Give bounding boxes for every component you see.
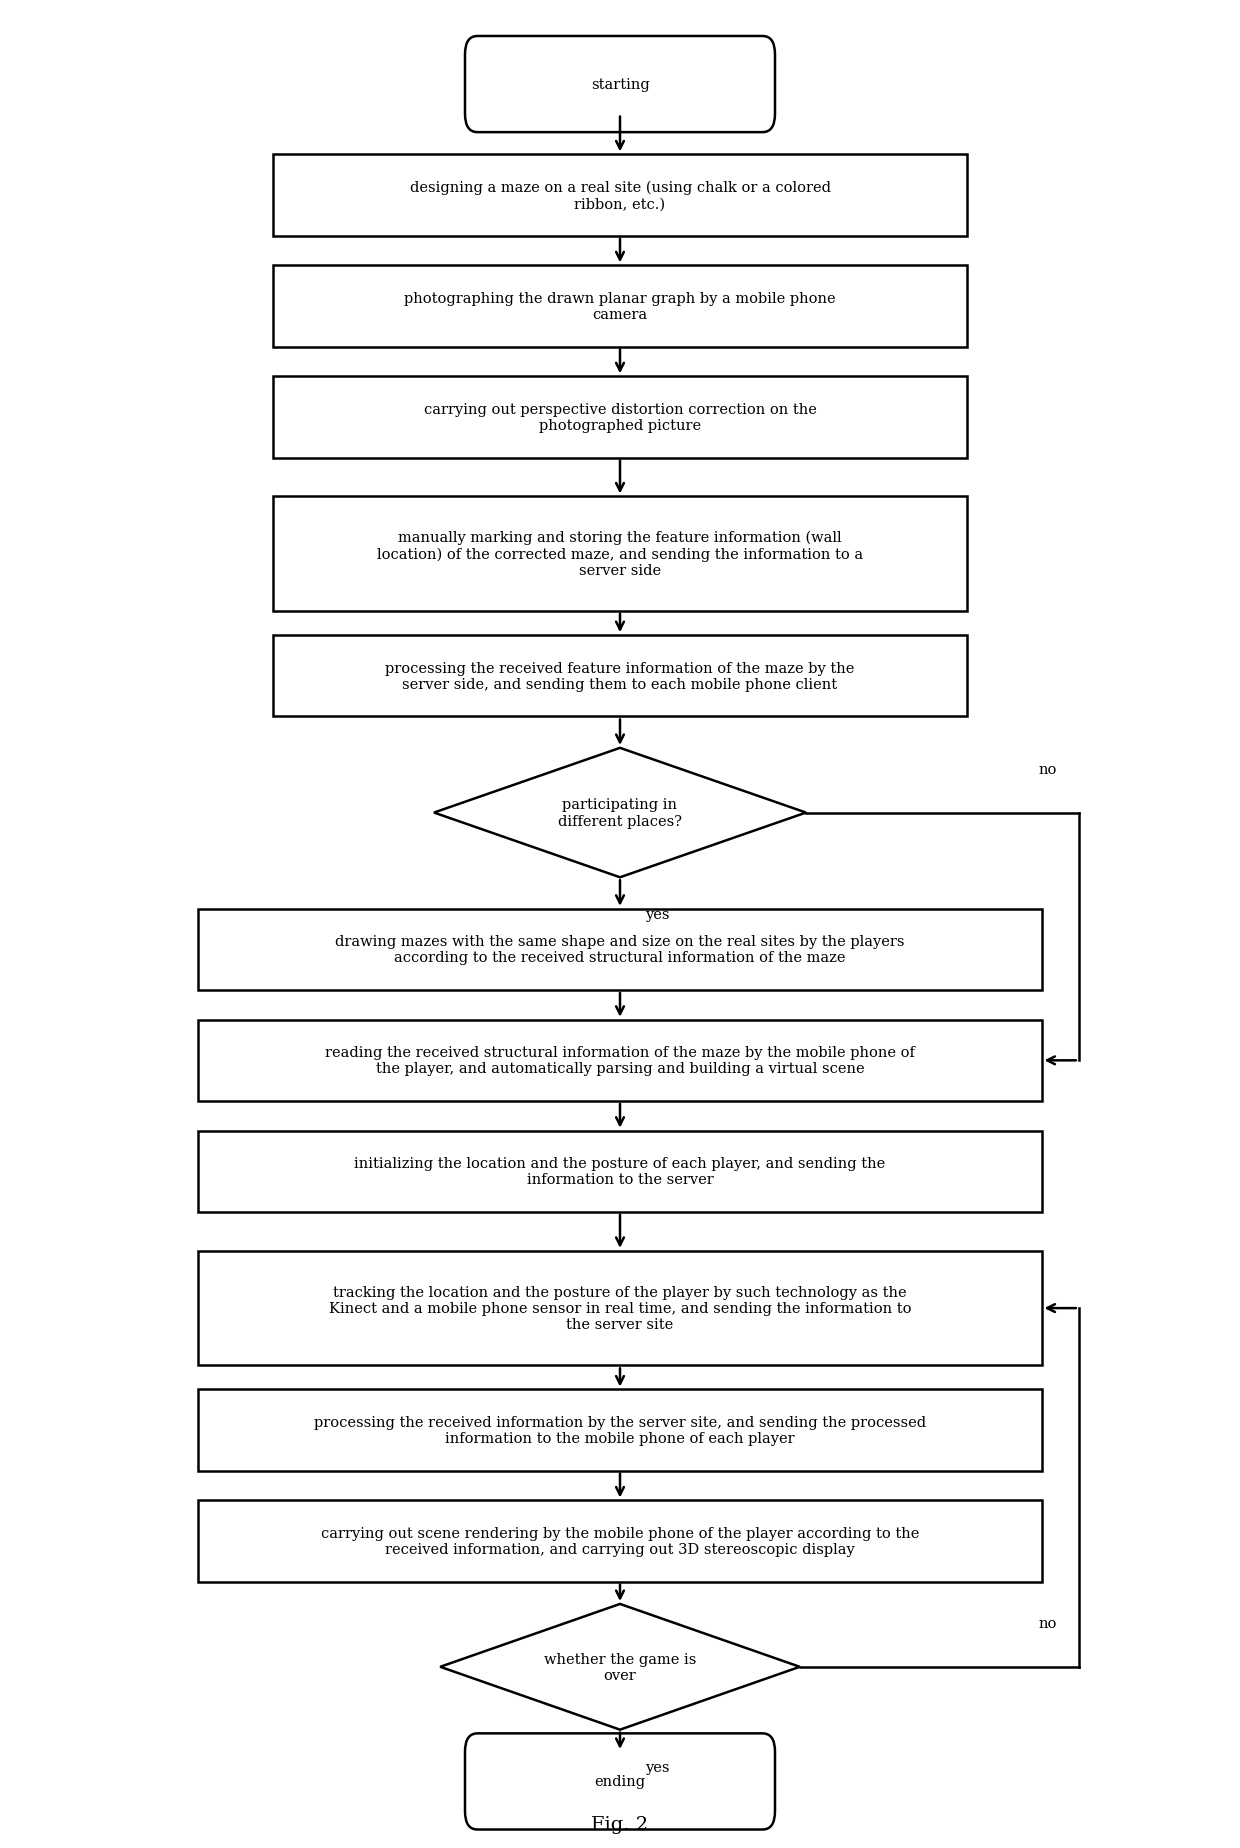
Polygon shape <box>434 748 806 878</box>
Text: participating in
different places?: participating in different places? <box>558 798 682 828</box>
Text: reading the received structural information of the maze by the mobile phone of
t: reading the received structural informat… <box>325 1046 915 1076</box>
FancyBboxPatch shape <box>465 37 775 133</box>
Bar <box>198 909 1042 991</box>
Bar <box>198 1131 1042 1212</box>
Bar <box>198 1390 1042 1471</box>
Text: processing the received information by the server site, and sending the processe: processing the received information by t… <box>314 1416 926 1445</box>
FancyBboxPatch shape <box>465 1733 775 1830</box>
Bar <box>198 1501 1042 1582</box>
Text: starting: starting <box>590 78 650 92</box>
Text: tracking the location and the posture of the player by such technology as the
Ki: tracking the location and the posture of… <box>329 1284 911 1332</box>
Text: whether the game is
over: whether the game is over <box>544 1652 696 1682</box>
Bar <box>198 1020 1042 1101</box>
Text: drawing mazes with the same shape and size on the real sites by the players
acco: drawing mazes with the same shape and si… <box>335 935 905 965</box>
Text: designing a maze on a real site (using chalk or a colored
ribbon, etc.): designing a maze on a real site (using c… <box>409 181 831 211</box>
Text: yes: yes <box>645 1759 670 1774</box>
Text: photographing the drawn planar graph by a mobile phone
camera: photographing the drawn planar graph by … <box>404 292 836 322</box>
Text: carrying out perspective distortion correction on the
photographed picture: carrying out perspective distortion corr… <box>424 403 816 432</box>
Text: processing the received feature information of the maze by the
server side, and : processing the received feature informat… <box>386 662 854 691</box>
Text: ending: ending <box>594 1774 646 1789</box>
Text: no: no <box>1039 761 1056 776</box>
Text: initializing the location and the posture of each player, and sending the
inform: initializing the location and the postur… <box>355 1157 885 1186</box>
Text: no: no <box>1039 1615 1056 1630</box>
Bar <box>273 497 967 612</box>
Bar <box>273 266 967 347</box>
Polygon shape <box>440 1604 800 1730</box>
Text: manually marking and storing the feature information (wall
location) of the corr: manually marking and storing the feature… <box>377 530 863 578</box>
Text: Fig. 2: Fig. 2 <box>591 1815 649 1833</box>
Bar <box>273 636 967 717</box>
Bar <box>273 155 967 237</box>
Text: carrying out scene rendering by the mobile phone of the player according to the
: carrying out scene rendering by the mobi… <box>321 1526 919 1556</box>
Bar <box>198 1251 1042 1366</box>
Text: yes: yes <box>645 907 670 922</box>
Bar <box>273 377 967 458</box>
